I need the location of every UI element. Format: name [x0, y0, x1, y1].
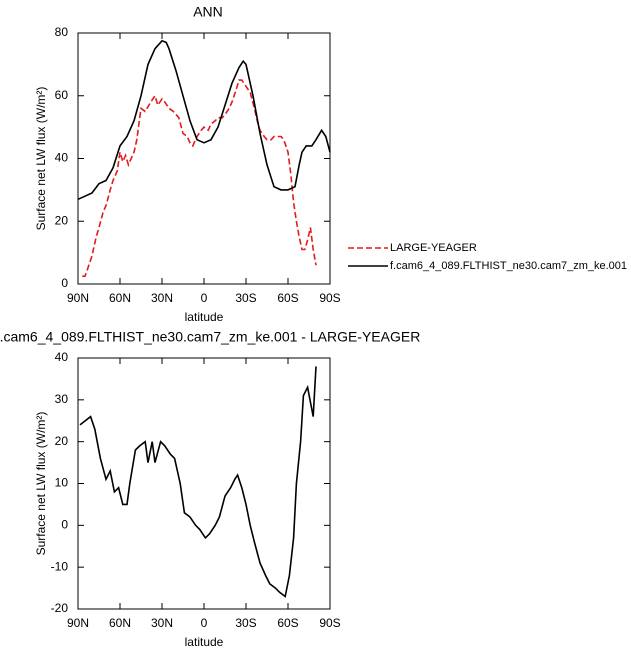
y-tick-label: -10	[51, 559, 69, 573]
y-tick-label: 20	[55, 213, 69, 227]
y-tick-label: 60	[55, 88, 69, 102]
x-tick-label: 30S	[235, 291, 256, 305]
plot-frame	[77, 357, 331, 610]
y-tick-label: 30	[55, 392, 69, 406]
x-tick-label: 0	[201, 616, 208, 630]
x-tick-label: 60N	[109, 291, 131, 305]
legend-label: LARGE-YEAGER	[390, 242, 477, 254]
x-tick-label: 60S	[277, 616, 298, 630]
data-line	[82, 79, 317, 277]
x-tick-label: 60N	[109, 616, 131, 630]
x-tick-label: 30N	[151, 616, 173, 630]
chart-title: f.cam6_4_089.FLTHIST_ne30.cam7_zm_ke.001…	[0, 329, 420, 345]
y-tick-label: 0	[61, 518, 68, 532]
y-tick-label: 0	[61, 276, 68, 290]
x-tick-label: 30N	[151, 291, 173, 305]
x-tick-label: 90N	[67, 616, 89, 630]
data-line	[77, 39, 331, 201]
y-axis-label: Surface net LW flux (W/m²)	[34, 87, 48, 231]
y-tick-label: 10	[55, 476, 69, 490]
x-axis-label: latitude	[185, 310, 224, 324]
x-tick-label: 90S	[319, 616, 340, 630]
data-line	[79, 366, 317, 598]
x-axis-label: latitude	[185, 635, 224, 649]
y-tick-label: 40	[55, 350, 69, 364]
x-tick-label: 0	[201, 291, 208, 305]
y-tick-label: 20	[55, 434, 69, 448]
x-tick-label: 60S	[277, 291, 298, 305]
plot-frame	[77, 32, 331, 285]
y-tick-label: -20	[51, 601, 69, 615]
y-axis-label: Surface net LW flux (W/m²)	[34, 412, 48, 556]
x-tick-label: 90S	[319, 291, 340, 305]
legend-label: f.cam6_4_089.FLTHIST_ne30.cam7_zm_ke.001	[390, 260, 627, 272]
x-tick-label: 90N	[67, 291, 89, 305]
x-tick-label: 30S	[235, 616, 256, 630]
chart-title: ANN	[193, 4, 223, 20]
y-tick-label: 80	[55, 25, 69, 39]
y-tick-label: 40	[55, 151, 69, 165]
